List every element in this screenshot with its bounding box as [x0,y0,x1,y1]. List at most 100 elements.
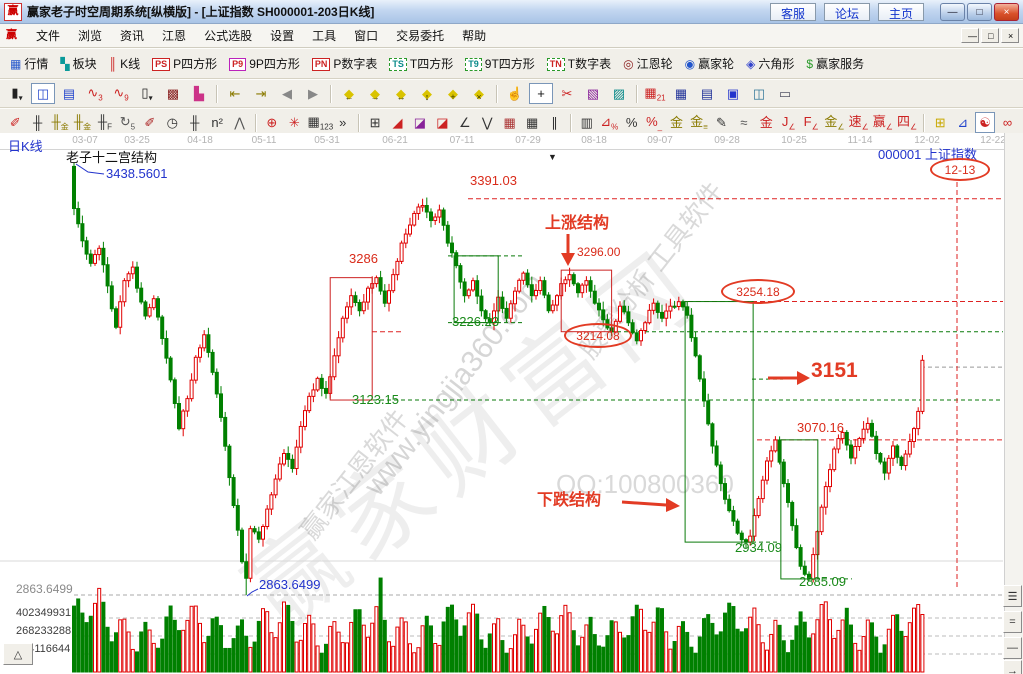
pane-arrow-button[interactable]: → [1003,660,1022,674]
infinity-button[interactable]: ∞ [997,112,1017,133]
gann-star-button[interactable]: ✳ [284,112,304,133]
grid-yellow-button[interactable]: ⊞ [930,112,950,133]
j-angle-button[interactable]: J∠ [779,112,799,133]
next-bar-button[interactable]: ▶ [301,83,325,104]
prev-bar-button[interactable]: ◀ [275,83,299,104]
menu-item-0[interactable]: 文件 [36,29,61,43]
zoom-out-button[interactable]: ◆ × [467,83,491,104]
gold-circle-button[interactable]: 金 [666,112,686,133]
spiral-button[interactable]: ↻5 [117,112,137,133]
print-button[interactable]: ▭ [773,83,797,104]
gold-ruler-1-button[interactable]: ╫金 [51,114,69,132]
fib-ruler-button[interactable]: ╫F [95,112,115,133]
pane-max-button[interactable]: ☰ [1003,585,1022,607]
gann-wheel-button[interactable]: ◎ 江恩轮 [617,53,679,75]
notepad-button[interactable]: ▤ [695,83,719,104]
calculator-button[interactable]: ▦ [669,83,693,104]
menu-item-8[interactable]: 交易委托 [396,29,445,43]
info-panel-button[interactable]: ▤ [57,83,81,104]
kline-button[interactable]: ║ K线 [103,53,147,75]
expand-v-button[interactable]: ◆ ↕ [415,83,439,104]
expand-h-button[interactable]: ◆ ↔ [389,83,413,104]
time-cycle-button[interactable]: ◷ [162,112,182,133]
homepage-button[interactable]: 主页 [878,2,924,21]
pan-right-button[interactable]: ◆ → [363,83,387,104]
p-square-button[interactable]: PS P四方形 [146,53,223,75]
menu-item-1[interactable]: 浏览 [78,29,103,43]
menu-item-9[interactable]: 帮助 [462,29,487,43]
percent-line-button[interactable]: %_ [644,112,664,133]
box-tool-button[interactable]: ⊞ [365,112,385,133]
marker-pen-button[interactable]: ✐ [140,112,160,133]
t-table-button[interactable]: TN T数字表 [541,53,617,75]
menu-item-4[interactable]: 公式选股 [204,29,253,43]
percent-retrace-button[interactable]: ⊿% [600,114,619,132]
pattern-purple-button[interactable]: ▧ [581,83,605,104]
last-page-button[interactable]: ⇥ [249,83,273,104]
zoom-in-button[interactable]: ◆ + [441,83,465,104]
pattern-blue-button[interactable]: ◫ [31,83,55,104]
number-grid-button[interactable]: ▦123 [307,114,334,132]
speed-angle-button[interactable]: 速∠ [848,114,869,132]
close-button[interactable]: × [994,2,1019,21]
fan-box-purple-button[interactable]: ◪ [410,112,430,133]
t-square-button[interactable]: TS T四方形 [383,53,459,75]
hexagon-button[interactable]: ◈ 六角形 [740,53,800,75]
9t-square-button[interactable]: T9 9T四方形 [459,53,541,75]
forum-button[interactable]: 论坛 [824,2,870,21]
price-bars-button[interactable]: ▥ [577,112,597,133]
pane-mid-button[interactable]: = [1003,611,1022,633]
pen-button[interactable]: ✎ [711,112,731,133]
measure-button[interactable]: ✂ [555,83,579,104]
minimize-button[interactable]: — [940,2,965,21]
candle-type-button[interactable]: ▯▾ [135,83,159,104]
menu-item-6[interactable]: 工具 [312,29,337,43]
gold-box-button[interactable]: 金 [756,112,776,133]
gann-ruler-button[interactable]: ╫ [27,112,47,133]
first-page-button[interactable]: ⇤ [223,83,247,104]
pane-min-button[interactable]: — [1003,637,1022,659]
crosshair-button[interactable]: + [529,83,553,104]
trend-chart-button[interactable]: ⊿ [952,112,972,133]
ruler-plain-button[interactable]: ╫ [185,112,205,133]
menu-item-7[interactable]: 窗口 [354,29,379,43]
restore-button[interactable]: □ [967,2,992,21]
quotes-button[interactable]: ▦ 行情 [4,53,54,75]
brush-button[interactable]: ✐ [5,112,25,133]
mirror-angle-button[interactable]: ⋀ [229,112,249,133]
taiji-button[interactable]: ☯ [974,112,996,133]
service-button[interactable]: 客服 [770,2,816,21]
wave-9-button[interactable]: ∿9 [109,83,133,104]
hand-tool-button[interactable]: ☝ [503,83,527,104]
p-table-button[interactable]: PN P数字表 [306,53,384,75]
chart-canvas[interactable] [0,133,1023,674]
indicator-switch-button[interactable]: △ [3,643,33,665]
four-angle-button[interactable]: 四∠ [896,114,918,132]
menu-item-2[interactable]: 资讯 [120,29,145,43]
histogram-button[interactable]: ▙ [187,83,211,104]
percent-button[interactable]: % [621,112,641,133]
zigzag-button[interactable]: ⋁ [477,112,497,133]
menu-item-3[interactable]: 江恩 [162,29,187,43]
kline-style-button[interactable]: ▮▾ [5,83,29,104]
calendar-button[interactable]: ▦21 [644,85,666,103]
mdi-restore-button[interactable]: □ [981,28,999,43]
wave-tool-button[interactable]: ≈ [734,112,754,133]
9p-square-button[interactable]: P9 9P四方形 [223,53,306,75]
angle-line-button[interactable]: ∠ [455,112,475,133]
menu-item-5[interactable]: 设置 [270,29,295,43]
gold-ruler-2-button[interactable]: ╫金 [73,114,92,132]
winner-wheel-button[interactable]: ◉ 赢家轮 [679,53,741,75]
sectors-button[interactable]: ▚ 板块 [54,53,102,75]
pan-left-button[interactable]: ◆ ← [337,83,361,104]
send-button[interactable]: ◫ [747,83,771,104]
winner-service-button[interactable]: $ 赢家服务 [800,53,870,75]
pattern-red-button[interactable]: ▩ [161,83,185,104]
parallel-lines-button[interactable]: ∥ [544,112,564,133]
mdi-minimize-button[interactable]: — [961,28,979,43]
gold-lines-button[interactable]: 金≡ [690,114,708,132]
save-button[interactable]: ▣ [721,83,745,104]
mdi-close-button[interactable]: × [1001,28,1019,43]
grid-red-button[interactable]: ▦ [499,112,519,133]
win-angle-button[interactable]: 赢∠ [872,114,893,132]
